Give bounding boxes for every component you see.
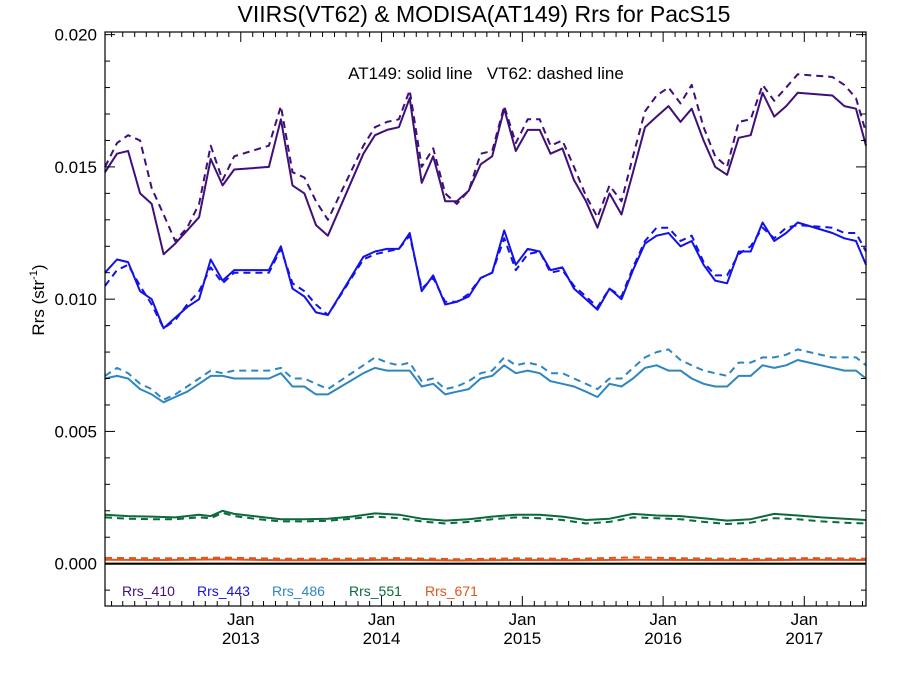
series-rrs-551-at149-solid <box>104 509 867 522</box>
y-tick-label: 0.000 <box>54 555 97 574</box>
plot-frame <box>104 31 867 607</box>
x-tick-label-month: Jan <box>509 610 536 629</box>
y-axis-label-superscript: -1 <box>28 270 40 280</box>
x-tick-label-month: Jan <box>368 610 395 629</box>
y-tick-label: 0.020 <box>54 26 97 45</box>
x-tick-label-year: 2013 <box>222 629 260 648</box>
y-axis-label-text: Rrs (str <box>29 280 48 336</box>
y-tick-label: 0.005 <box>54 422 97 441</box>
x-tick-label-year: 2015 <box>503 629 541 648</box>
legend-label-rrs-443: Rrs_443 <box>197 583 250 599</box>
x-tick-label-year: 2016 <box>644 629 682 648</box>
svg-text:Rrs (str-1): Rrs (str-1) <box>28 264 48 335</box>
x-tick-label-month: Jan <box>791 610 818 629</box>
series-rrs-486-at149-solid <box>104 359 867 404</box>
series-rrs-410-at149-solid <box>104 91 867 256</box>
chart-title: VIIRS(VT62) & MODISA(AT149) Rrs for PacS… <box>238 1 731 27</box>
y-tick-label: 0.015 <box>54 158 97 177</box>
x-tick-label-month: Jan <box>227 610 254 629</box>
x-tick-label-year: 2014 <box>363 629 401 648</box>
legend: Rrs_410 Rrs_443 Rrs_486 Rrs_551 Rrs_671 <box>122 583 478 599</box>
x-tick-label-month: Jan <box>649 610 676 629</box>
legend-label-rrs-671: Rrs_671 <box>425 583 478 599</box>
series-rrs-671-at149-solid <box>104 558 867 562</box>
series-rrs-443-vt62-dashed <box>104 224 867 330</box>
series-rrs-443-at149-solid <box>104 221 867 330</box>
legend-label-rrs-410: Rrs_410 <box>122 583 175 599</box>
plot-lines <box>104 73 867 565</box>
y-tick-label: 0.010 <box>54 290 97 309</box>
x-tick-label-year: 2017 <box>785 629 823 648</box>
series-rrs-551-vt62-dashed <box>104 511 867 525</box>
legend-label-rrs-551: Rrs_551 <box>349 583 402 599</box>
line-style-note: AT149: solid line VT62: dashed line <box>348 64 624 83</box>
y-axis-label-close: ) <box>29 264 48 270</box>
series-rrs-486-vt62-dashed <box>104 348 867 401</box>
series-rrs-410-vt62-dashed <box>104 73 867 242</box>
axes: 0.0000.0050.0100.0150.020Jan2013Jan2014J… <box>54 26 867 648</box>
y-axis-label: Rrs (str-1) <box>28 264 48 335</box>
legend-label-rrs-486: Rrs_486 <box>272 583 325 599</box>
